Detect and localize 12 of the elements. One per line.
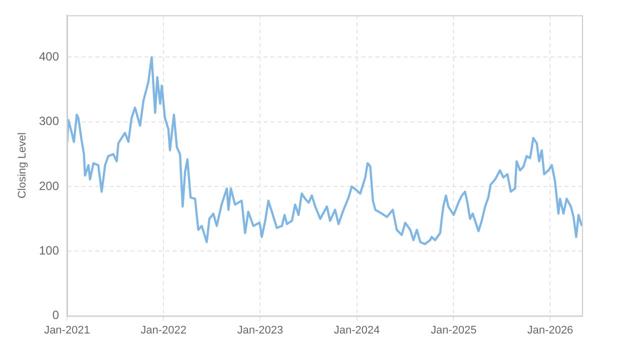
x-tick-label: Jan-2021 <box>44 324 90 336</box>
y-tick-label: 400 <box>38 50 60 64</box>
x-tick-label: Jan-2025 <box>430 324 477 336</box>
y-axis-title: Closing Level <box>16 132 29 199</box>
y-tick-label: 300 <box>38 114 60 128</box>
x-tick-label: Jan-2023 <box>237 324 284 336</box>
y-tick-label: 200 <box>38 178 60 193</box>
y-tick-label: 100 <box>38 243 60 258</box>
x-tick-label: Jan-2024 <box>334 324 380 336</box>
x-tick-label: Jan-2026 <box>527 324 574 336</box>
x-tick-label: Jan-2022 <box>140 324 187 336</box>
y-tick-label: 0 <box>52 308 60 322</box>
